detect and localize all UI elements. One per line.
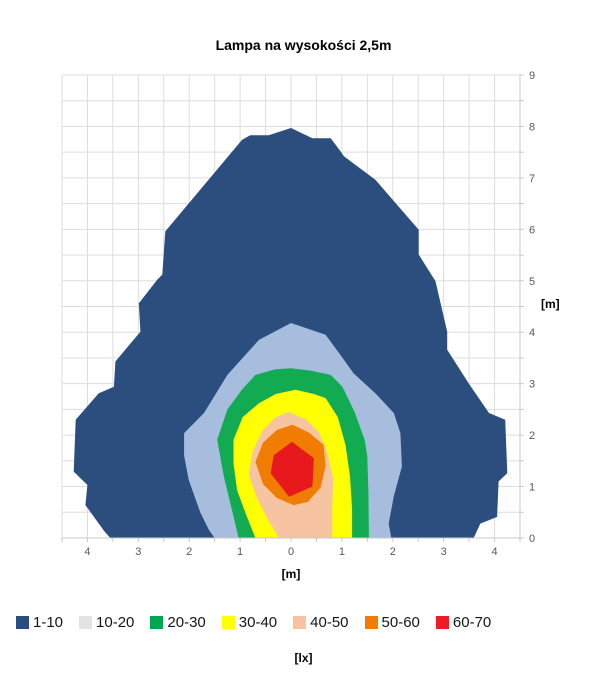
x-tick-label: 1 bbox=[237, 546, 243, 558]
y-tick-label: 8 bbox=[529, 121, 535, 133]
legend-swatch bbox=[221, 615, 235, 629]
legend-swatch bbox=[16, 615, 29, 629]
legend-swatch bbox=[293, 615, 307, 629]
legend-item-label: 30-40 bbox=[238, 613, 278, 631]
legend-item-label: 60-70 bbox=[452, 613, 492, 631]
legend-item-60-70: 60-70 bbox=[435, 613, 492, 631]
chart-title: Lampa na wysokości 2,5m bbox=[215, 37, 392, 53]
x-axis-unit-label: [m] bbox=[281, 567, 301, 581]
y-tick-label: 6 bbox=[529, 224, 535, 236]
legend-item-label: 1-10 bbox=[33, 613, 64, 631]
x-tick-label: 0 bbox=[288, 546, 294, 558]
y-tick-label: 0 bbox=[529, 533, 535, 545]
x-tick-label: 4 bbox=[84, 546, 90, 558]
legend-swatch bbox=[364, 615, 378, 629]
x-tick-label: 4 bbox=[491, 546, 497, 558]
legend: 1-10 10-20 20-30 30-40 40-50 50-60 60-70 bbox=[16, 611, 507, 633]
legend-item-40-50: 40-50 bbox=[293, 613, 349, 631]
legend-item-label: 40-50 bbox=[310, 613, 349, 631]
y-tick-label: 1 bbox=[529, 482, 535, 494]
legend-item-10-20: 10-20 bbox=[79, 614, 134, 631]
y-axis-unit-label: [m] bbox=[541, 297, 560, 311]
legend-item-1-10: 1-10 bbox=[16, 614, 63, 631]
legend-unit-label: [lx] bbox=[294, 651, 313, 665]
y-tick-label: 9 bbox=[529, 70, 535, 82]
legend-swatch bbox=[79, 615, 93, 629]
x-tick-label: 3 bbox=[441, 546, 447, 558]
legend-item-label: 10-20 bbox=[96, 613, 135, 631]
legend-item-label: 50-60 bbox=[381, 613, 420, 631]
legend-item-30-40: 30-40 bbox=[221, 613, 278, 631]
y-tick-label: 4 bbox=[529, 327, 535, 339]
legend-item-50-60: 50-60 bbox=[364, 613, 420, 631]
y-tick-label: 3 bbox=[529, 379, 535, 391]
x-tick-label: 1 bbox=[339, 546, 345, 558]
y-tick-label: 2 bbox=[529, 430, 535, 442]
x-tick-label: 3 bbox=[135, 546, 141, 558]
x-tick-label: 2 bbox=[390, 546, 396, 558]
legend-item-20-30: 20-30 bbox=[150, 613, 206, 631]
y-tick-label: 7 bbox=[529, 173, 535, 185]
x-tick-label: 2 bbox=[186, 546, 192, 558]
legend-swatch bbox=[150, 615, 164, 629]
legend-swatch bbox=[435, 615, 449, 629]
legend-item-label: 20-30 bbox=[167, 613, 206, 631]
contour-band-60-70 bbox=[270, 441, 314, 497]
y-tick-label: 5 bbox=[529, 276, 535, 288]
